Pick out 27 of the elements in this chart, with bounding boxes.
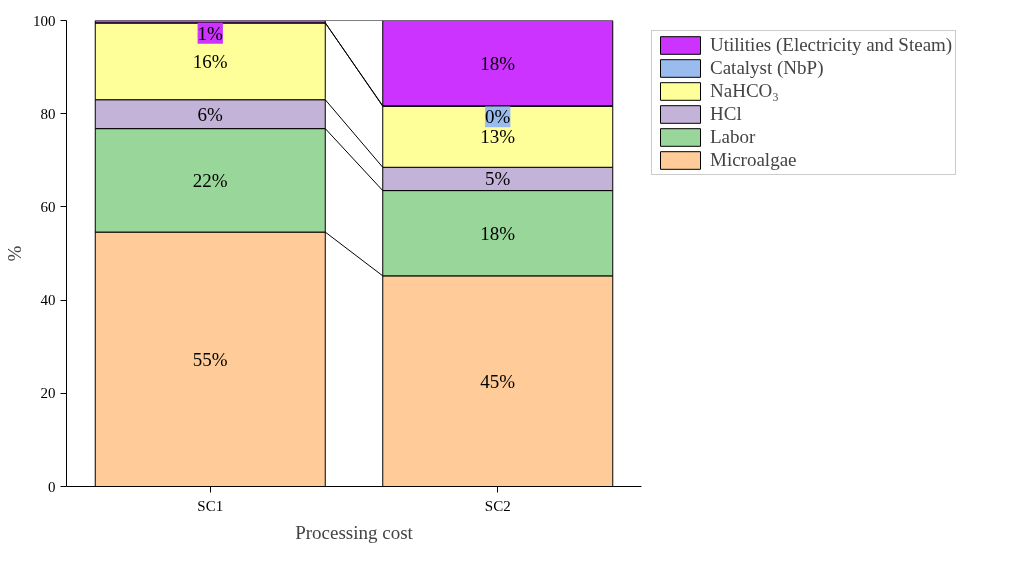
- data-label: 18%: [480, 222, 516, 244]
- legend-label: HCl: [710, 103, 742, 125]
- legend-label: Catalyst (NbP): [710, 57, 824, 79]
- x-axis-title: Processing cost: [295, 521, 414, 543]
- data-label: 5%: [485, 168, 511, 190]
- y-tick-label: 40: [40, 292, 56, 309]
- y-tick-label: 60: [40, 198, 56, 215]
- data-label: 22%: [192, 169, 228, 191]
- data-label: 0%: [485, 106, 511, 128]
- x-tick-label: SC2: [484, 497, 511, 514]
- y-tick-label: 80: [40, 105, 56, 122]
- data-label: 6%: [197, 103, 224, 125]
- x-tick-label: SC1: [197, 497, 224, 514]
- data-label: 45%: [480, 370, 516, 392]
- legend-label: Labor: [710, 126, 756, 148]
- data-label: 18%: [480, 52, 516, 74]
- y-tick-label: 0: [48, 478, 56, 495]
- data-label: 16%: [192, 50, 228, 72]
- data-label: 55%: [192, 348, 228, 370]
- legend-label: Utilities (Electricity and Steam): [710, 34, 953, 56]
- y-axis-title: %: [4, 245, 25, 262]
- y-tick-label: 100: [33, 12, 56, 29]
- legend-label: Microalgae: [710, 149, 797, 171]
- data-label: 1%: [197, 22, 224, 44]
- y-tick-label: 20: [40, 385, 56, 402]
- legend-label: NaHCO₃: [710, 80, 779, 102]
- data-label: 13%: [480, 126, 516, 148]
